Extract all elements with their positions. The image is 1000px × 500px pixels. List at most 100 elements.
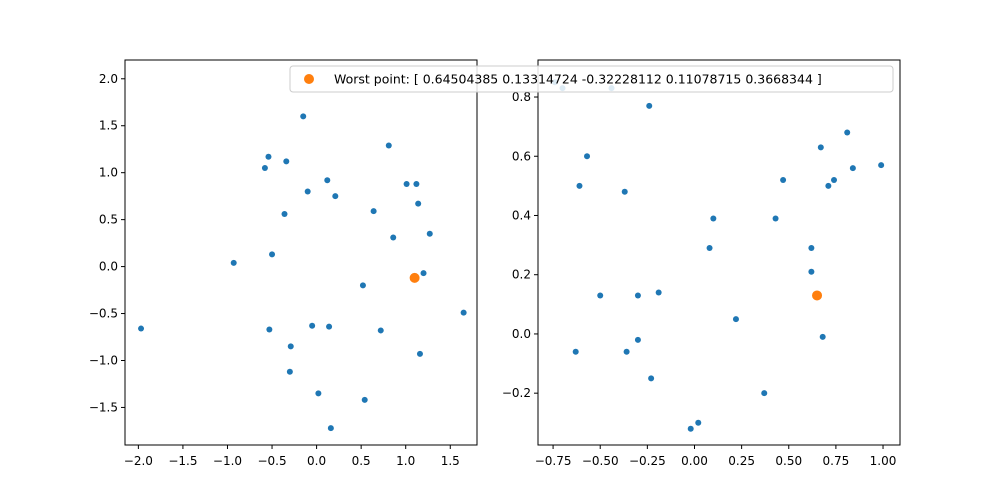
data-point [878,162,885,169]
data-point [772,215,779,222]
data-point [460,309,467,316]
data-point [266,326,273,333]
data-point [359,282,366,289]
data-point [634,336,641,343]
y-tick-label: 0.2 [512,268,531,282]
data-point [584,153,591,160]
data-point [315,390,322,397]
data-point [403,180,410,187]
data-point [261,164,268,171]
data-point [416,350,423,357]
data-point [230,259,237,266]
legend-frame [289,65,894,93]
left-scatter-panel: −2.0 −1.5 −1.0 −0.5 0.0 0.5 1.0 1.5 −1.5 −1.0 −0.5… [89,59,478,468]
data-point [377,327,384,334]
data-point [361,396,368,403]
x-tick-label: 0.00 [681,454,708,468]
x-tick-label: −0.50 [582,454,619,468]
x-tick-label: −1.5 [168,454,197,468]
x-tick-label: −0.25 [629,454,666,468]
data-point [415,200,422,207]
y-tick-label: −0.5 [89,307,118,321]
x-tick-label: 1.5 [441,454,460,468]
y-tick-label: −1.0 [89,353,118,367]
data-point [849,165,856,172]
x-tick-label: 0.25 [728,454,755,468]
y-tick-label: 0.4 [512,208,531,222]
x-tick-label: 0.75 [823,454,850,468]
data-point [426,230,433,237]
x-tick-label: 0.0 [307,454,326,468]
data-point [621,188,628,195]
data-point [808,245,815,252]
y-tick-label: 1.5 [99,119,118,133]
data-point [597,292,604,299]
data-point [370,208,377,215]
data-point [808,268,815,275]
y-tick-label: −1.5 [89,400,118,414]
legend: Worst point: [ 0.64504385 0.13314724 -0.… [289,65,894,93]
data-point [576,182,583,189]
data-point [844,129,851,136]
data-point [623,348,630,355]
data-point [324,177,331,184]
x-tick-label: −0.75 [535,454,572,468]
data-point [710,215,717,222]
data-point [706,245,713,252]
data-point [385,142,392,149]
data-point [287,343,294,350]
right-scatter-panel: −0.75 −0.50 −0.25 0.00 0.25 0.50 0.75 1.00 −0.2 0… [502,59,901,468]
x-tick-label: 1.00 [870,454,897,468]
x-tick-label: 1.0 [396,454,415,468]
data-point [265,153,272,160]
data-point [761,390,768,397]
data-point [283,158,290,165]
data-point [300,113,307,120]
data-point [655,289,662,296]
y-tick-label: 0.6 [512,149,531,163]
data-point [326,323,333,330]
data-point [332,193,339,200]
axes-frame [537,59,901,446]
data-point [269,251,276,258]
x-tick-label: −0.5 [257,454,286,468]
data-point [327,425,334,432]
data-point [413,180,420,187]
x-tick-label: −1.0 [213,454,242,468]
data-point [732,316,739,323]
data-point [286,368,293,375]
worst-point [812,290,823,301]
legend-worst-point-marker [304,74,314,84]
x-tick-label: 0.50 [775,454,802,468]
data-point [309,322,316,329]
data-point [138,325,145,332]
data-point [390,234,397,241]
data-point [831,176,838,183]
data-point [817,144,824,151]
y-tick-label: 0.8 [512,90,531,104]
x-tick-label: −2.0 [124,454,153,468]
x-tick-label: 0.5 [352,454,371,468]
y-tick-label: 1.0 [99,166,118,180]
data-point [780,176,787,183]
y-tick-label: 0.0 [512,327,531,341]
data-point [819,333,826,340]
data-point [648,375,655,382]
data-point [634,292,641,299]
y-tick-label: 0.0 [99,260,118,274]
data-point [646,102,653,109]
y-tick-label: 2.0 [99,72,118,86]
data-point [304,188,311,195]
data-point [281,211,288,217]
data-point [825,182,832,189]
data-point [420,270,427,277]
axes-frame [124,59,478,446]
data-point [572,348,579,355]
data-point [695,419,702,426]
legend-label: Worst point: [ 0.64504385 0.13314724 -0.… [334,72,822,87]
y-tick-label: −0.2 [502,386,531,400]
data-point [687,425,694,432]
worst-point [409,272,420,283]
y-tick-label: 0.5 [99,213,118,227]
